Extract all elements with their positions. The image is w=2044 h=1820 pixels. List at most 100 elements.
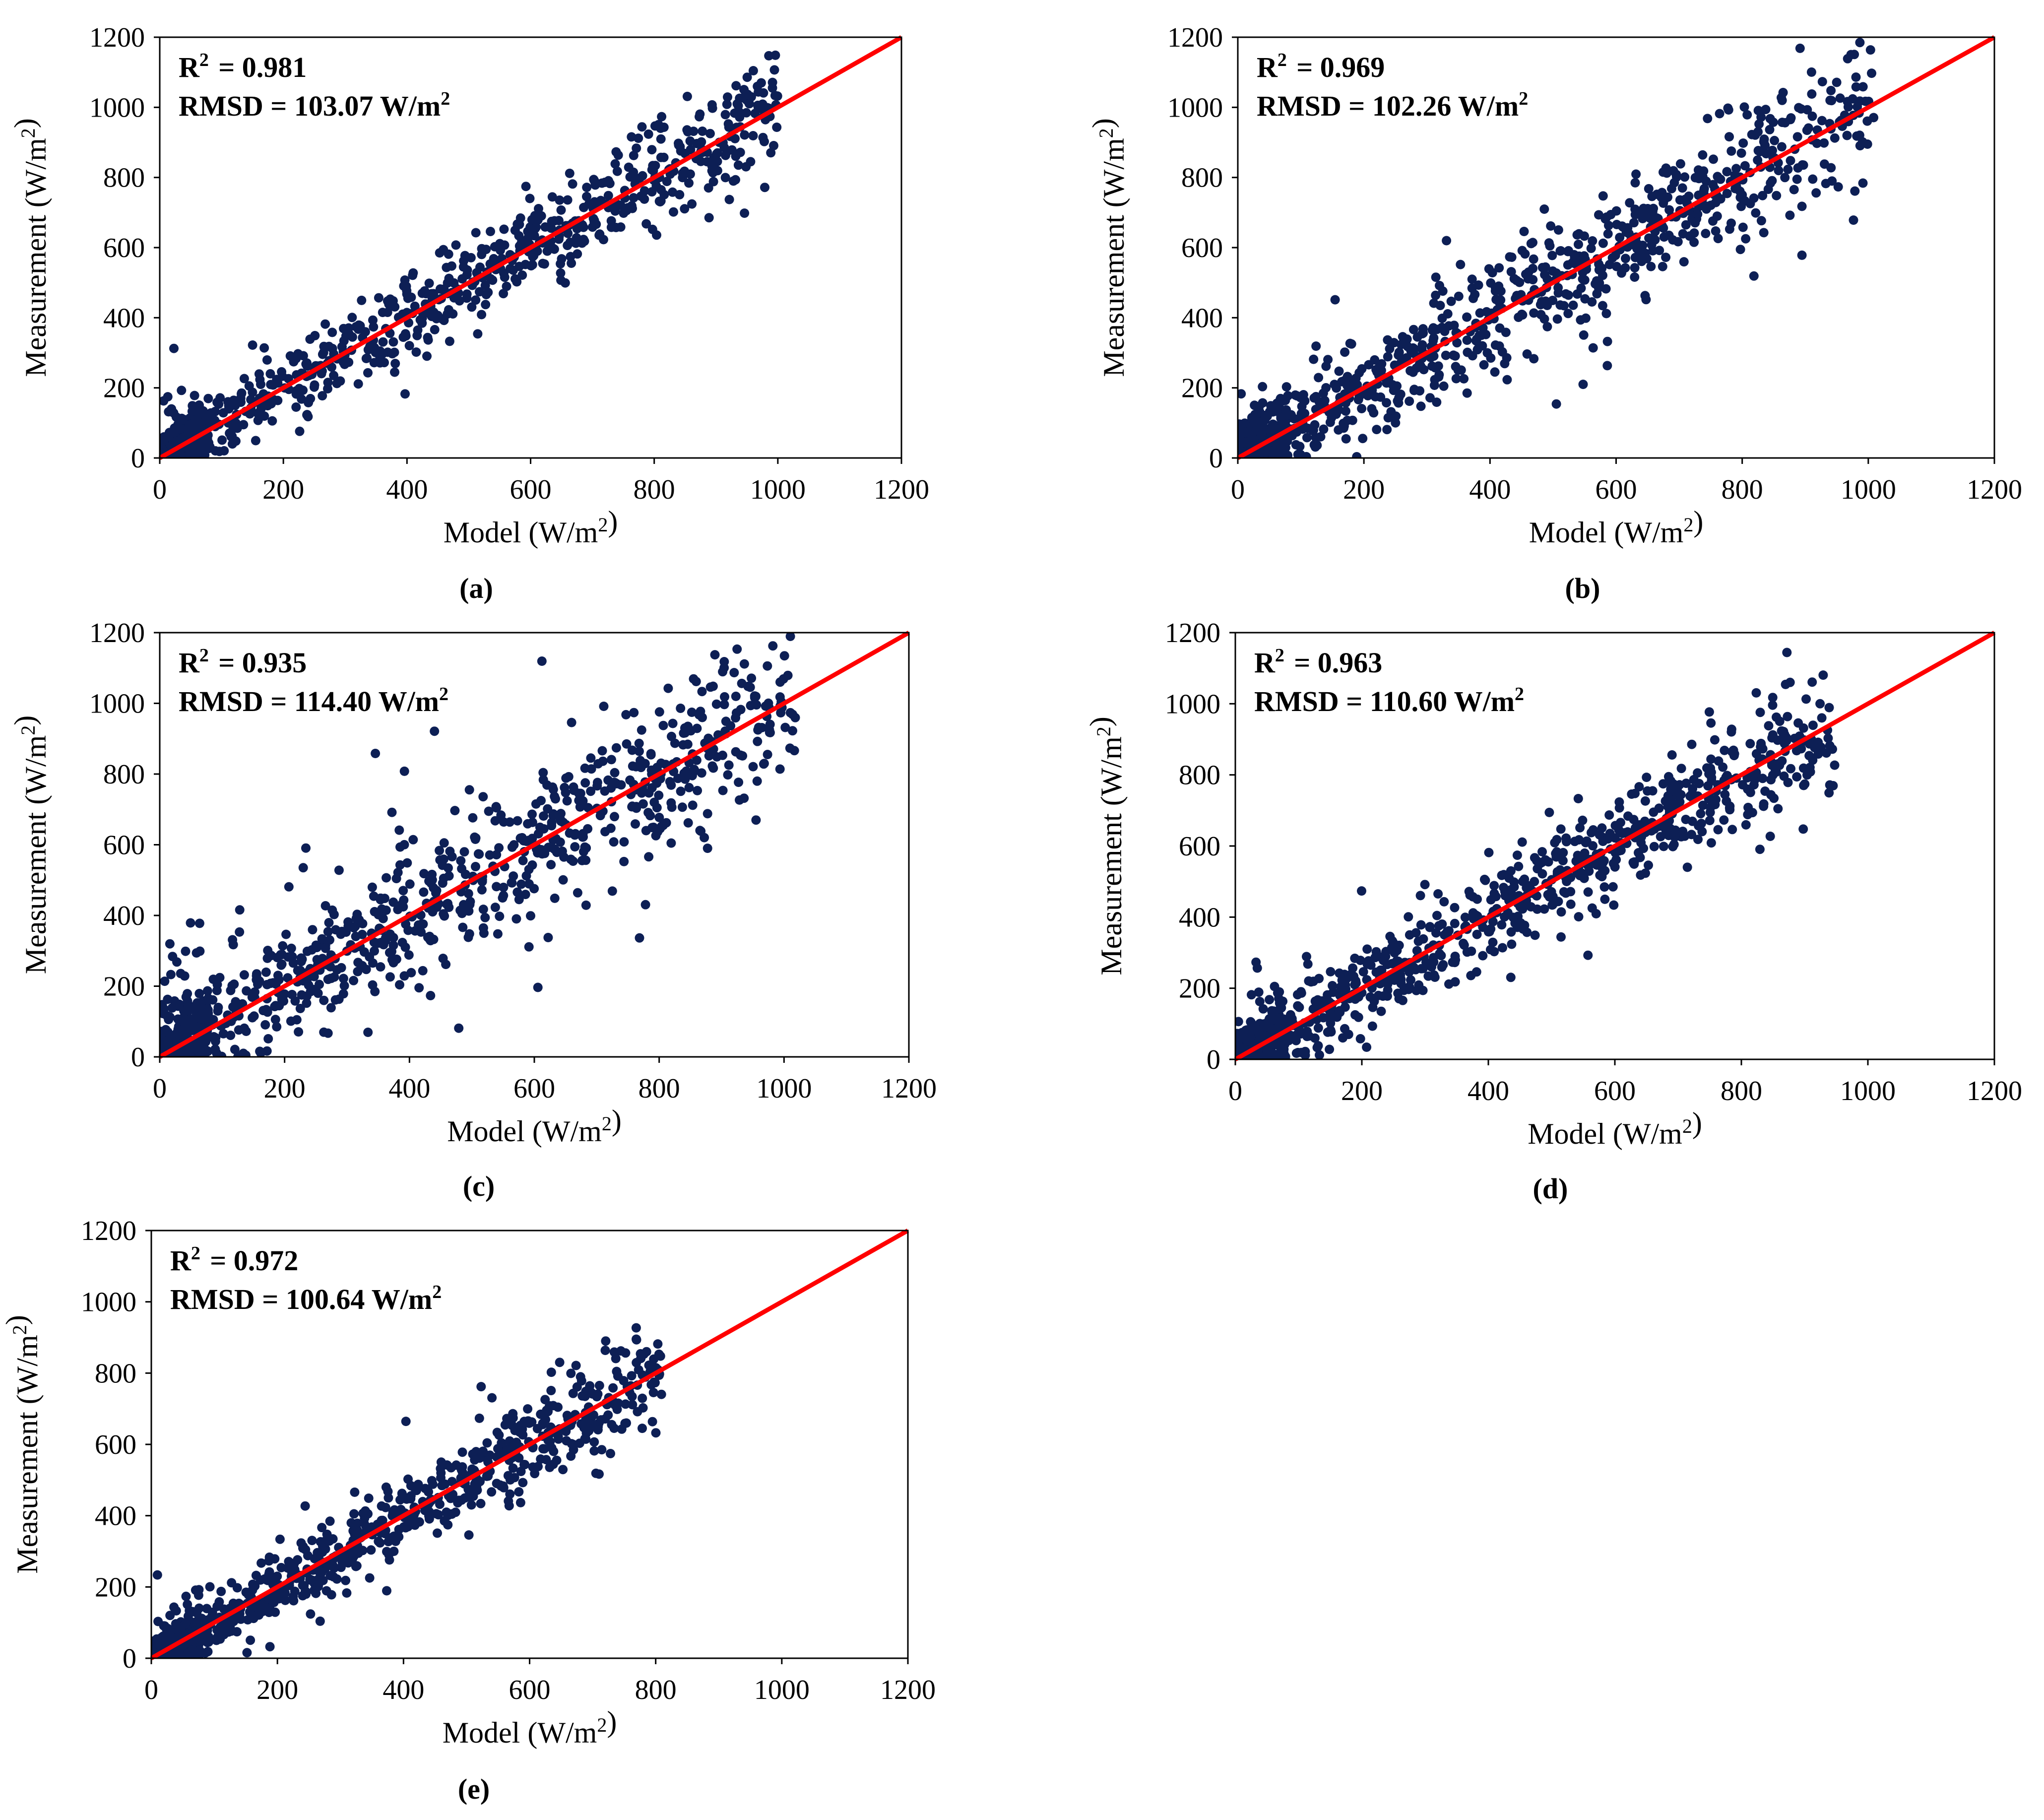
data-point [475, 262, 485, 272]
data-point [772, 123, 782, 132]
data-point [1563, 309, 1573, 319]
data-point [1630, 178, 1640, 188]
data-point [719, 663, 729, 673]
data-point [474, 1413, 484, 1423]
one-to-one-line [1234, 631, 1996, 1061]
data-point [401, 1417, 411, 1427]
data-point [1581, 313, 1591, 323]
data-point [413, 1480, 423, 1490]
data-point [1620, 828, 1630, 838]
data-point [1467, 274, 1477, 284]
data-point [1598, 837, 1608, 846]
data-point [1711, 226, 1721, 236]
data-point [1843, 97, 1852, 107]
data-point [1498, 943, 1507, 953]
data-point [235, 905, 245, 915]
x-tick-label: 400 [1469, 474, 1511, 505]
data-point [1772, 191, 1782, 200]
data-point [519, 1417, 529, 1427]
data-point [514, 1487, 524, 1497]
data-point [1629, 218, 1639, 228]
data-point [566, 1368, 576, 1378]
data-point [611, 1354, 621, 1364]
data-point [753, 736, 763, 746]
data-point [1830, 760, 1840, 770]
data-point [580, 763, 590, 773]
data-point [1394, 398, 1404, 408]
data-point [1713, 825, 1723, 835]
data-point [731, 713, 741, 723]
data-point [1614, 797, 1624, 807]
data-point [718, 785, 728, 795]
one-to-one-line [1236, 35, 1996, 460]
data-point [165, 1629, 175, 1639]
data-point [1710, 800, 1720, 809]
data-point [741, 162, 751, 172]
data-point [1362, 944, 1372, 954]
data-point [466, 253, 476, 262]
data-point [1640, 796, 1650, 806]
data-point [440, 1516, 449, 1526]
data-point [347, 313, 357, 323]
data-point [1404, 912, 1413, 922]
data-point [467, 1464, 477, 1474]
data-point [317, 1523, 327, 1533]
data-point [712, 148, 722, 158]
data-point [438, 954, 448, 963]
data-point [1254, 1029, 1264, 1039]
data-point [652, 230, 661, 240]
data-point [676, 786, 686, 796]
data-point [631, 1323, 641, 1333]
data-point [1311, 341, 1321, 351]
x-tick-label: 800 [635, 1675, 677, 1705]
data-point [1467, 946, 1476, 956]
data-point [1518, 310, 1528, 320]
data-point [1786, 113, 1796, 123]
data-point [1649, 842, 1659, 851]
data-point [1659, 223, 1668, 233]
data-point [723, 119, 733, 129]
data-point [476, 1498, 486, 1508]
data-point [1678, 229, 1688, 239]
data-point [321, 1586, 331, 1596]
data-point [541, 1455, 551, 1465]
data-point [239, 420, 249, 430]
data-point [1578, 815, 1588, 825]
data-point [1698, 800, 1708, 810]
data-point [433, 311, 443, 321]
data-point [636, 756, 645, 766]
data-point [1468, 351, 1477, 361]
data-point [353, 967, 363, 976]
data-point [273, 971, 283, 980]
data-point [408, 268, 418, 278]
data-point [525, 194, 535, 203]
data-point [290, 1565, 300, 1574]
data-point [1659, 842, 1668, 851]
data-point [527, 809, 537, 819]
data-point [1722, 189, 1732, 198]
data-point [397, 900, 407, 910]
data-point [301, 1545, 311, 1555]
data-point [248, 1579, 257, 1589]
data-point [1425, 922, 1435, 932]
data-point [674, 140, 684, 150]
data-point [1789, 185, 1799, 195]
data-point [1821, 748, 1831, 758]
data-point [683, 127, 693, 136]
data-point [1658, 779, 1668, 789]
data-point [658, 820, 668, 830]
data-point [1285, 1014, 1295, 1023]
data-point [708, 681, 718, 691]
panel-label: (b) [1565, 572, 1600, 604]
data-point [1655, 246, 1664, 256]
data-point [1768, 693, 1778, 703]
data-point [563, 241, 573, 251]
data-point [1240, 418, 1250, 428]
data-point [1630, 788, 1640, 798]
data-point [363, 368, 373, 378]
data-point [588, 214, 598, 224]
data-point [1735, 245, 1745, 255]
data-point [1270, 403, 1279, 413]
data-point [1510, 918, 1520, 928]
data-point [397, 1489, 407, 1499]
